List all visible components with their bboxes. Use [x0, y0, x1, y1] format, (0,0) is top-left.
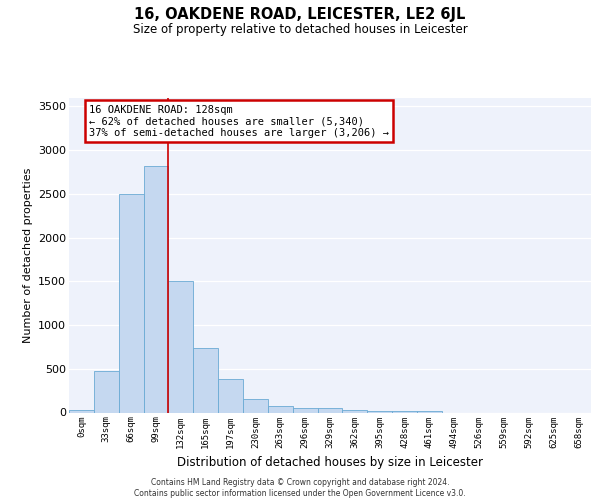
Bar	[94, 372, 119, 412]
Bar	[193, 348, 218, 412]
Text: 16 OAKDENE ROAD: 128sqm
← 62% of detached houses are smaller (5,340)
37% of semi: 16 OAKDENE ROAD: 128sqm ← 62% of detache…	[89, 104, 389, 138]
Bar	[268, 406, 293, 412]
Text: 16, OAKDENE ROAD, LEICESTER, LE2 6JL: 16, OAKDENE ROAD, LEICESTER, LE2 6JL	[134, 8, 466, 22]
Bar	[293, 408, 317, 412]
X-axis label: Distribution of detached houses by size in Leicester: Distribution of detached houses by size …	[177, 456, 483, 469]
Bar	[367, 411, 392, 412]
Bar	[143, 166, 169, 412]
Bar	[417, 411, 442, 412]
Bar	[169, 281, 193, 412]
Text: Size of property relative to detached houses in Leicester: Size of property relative to detached ho…	[133, 22, 467, 36]
Bar	[119, 194, 143, 412]
Bar	[317, 408, 343, 412]
Bar	[392, 411, 417, 412]
Y-axis label: Number of detached properties: Number of detached properties	[23, 168, 32, 342]
Bar	[243, 400, 268, 412]
Bar	[218, 379, 243, 412]
Bar	[69, 410, 94, 412]
Bar	[343, 410, 367, 412]
Text: Contains HM Land Registry data © Crown copyright and database right 2024.
Contai: Contains HM Land Registry data © Crown c…	[134, 478, 466, 498]
